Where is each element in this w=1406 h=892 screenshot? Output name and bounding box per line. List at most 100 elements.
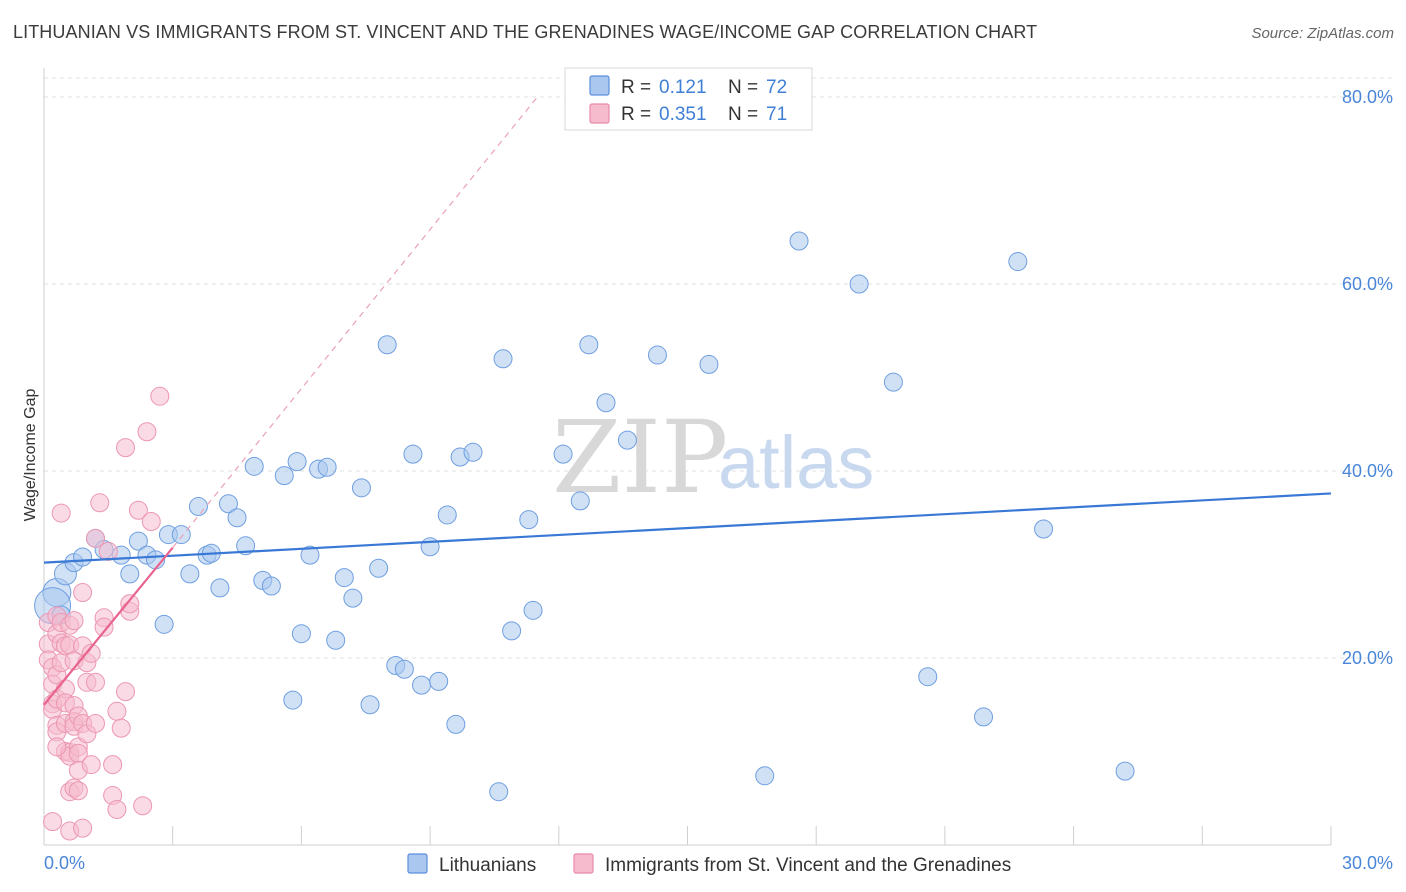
point-blue-28	[291, 624, 311, 644]
point-pink-41	[73, 818, 93, 838]
point-blue-13	[171, 525, 191, 545]
trend-lines	[43, 96, 1332, 706]
x-tick-labels: 0.0% 30.0%	[44, 853, 1393, 873]
point-blue-19	[218, 494, 238, 514]
series-legend: Lithuanians Immigrants from St. Vincent …	[407, 853, 1011, 876]
point-blue-55	[570, 491, 590, 511]
point-blue-52	[519, 510, 539, 530]
point-pink-58	[116, 682, 136, 702]
source-credit: Source: ZipAtlas.com	[1251, 25, 1394, 42]
x-tick-label-1: 30.0%	[1342, 853, 1393, 873]
point-blue-37	[369, 558, 389, 578]
point-blue-29	[300, 545, 320, 565]
point-pink-69	[111, 718, 131, 738]
point-blue-59	[647, 345, 667, 365]
chart-title: LITHUANIAN VS IMMIGRANTS FROM ST. VINCEN…	[13, 22, 1038, 42]
point-blue-62	[789, 231, 809, 251]
point-blue-67	[1008, 252, 1028, 272]
point-pink-48	[85, 713, 105, 733]
legend-r-label-pink: R =	[621, 104, 651, 125]
point-blue-8	[128, 531, 148, 551]
point-pink-70	[47, 737, 67, 757]
legend-swatch-pink	[589, 103, 610, 124]
point-blue-11	[154, 614, 174, 634]
point-blue-40	[394, 659, 414, 679]
y-tick-label-1: 40.0%	[1342, 461, 1393, 481]
point-blue-25	[274, 466, 294, 486]
point-pink-62	[133, 796, 153, 816]
point-blue-14	[180, 564, 200, 584]
point-pink-67	[81, 643, 101, 663]
point-blue-68	[1034, 519, 1054, 539]
y-tick-labels: 20.0% 40.0% 60.0% 80.0%	[1342, 87, 1393, 668]
point-blue-69	[1115, 761, 1135, 781]
point-pink-45	[81, 755, 101, 775]
point-pink-49	[90, 493, 110, 513]
legend-n-value-pink: 71	[766, 104, 787, 125]
point-pink-57	[116, 438, 136, 458]
point-blue-44	[429, 671, 449, 691]
point-pink-61	[128, 500, 148, 520]
point-pink-66	[43, 812, 63, 832]
point-blue-65	[918, 667, 938, 687]
point-blue-45	[437, 505, 457, 525]
point-blue-63	[849, 274, 869, 294]
point-blue-20	[227, 508, 247, 528]
point-pink-65	[150, 386, 170, 406]
point-blue-18	[210, 578, 230, 598]
point-blue-54	[553, 444, 573, 464]
axes	[43, 68, 1332, 846]
point-blue-41	[403, 444, 423, 464]
point-blue-61	[755, 766, 775, 786]
y-tick-label-2: 60.0%	[1342, 274, 1393, 294]
legend-r-value-pink: 0.351	[659, 104, 707, 125]
point-blue-21	[236, 536, 256, 556]
point-blue-49	[489, 782, 509, 802]
trend-line-extension-pink	[172, 96, 538, 549]
legend-r-label-blue: R =	[621, 77, 651, 98]
point-blue-33	[334, 568, 354, 588]
point-pink-63	[141, 511, 161, 531]
legend-n-label-pink: N =	[728, 104, 758, 125]
point-blue-32	[326, 630, 346, 650]
bottom-legend-immigrants: Immigrants from St. Vincent and the Gren…	[605, 855, 1011, 876]
y-axis-label: Wage/Income Gap	[22, 389, 39, 522]
stats-legend: R = 0.121 N = 72 R = 0.351 N = 71	[564, 67, 813, 131]
legend-r-value-blue: 0.121	[659, 77, 707, 98]
point-pink-46	[85, 528, 105, 548]
point-pink-28	[64, 611, 84, 631]
point-blue-7	[120, 564, 140, 584]
point-blue-60	[699, 354, 719, 374]
y-tick-label-3: 80.0%	[1342, 87, 1393, 107]
watermark: ZIP atlas	[552, 399, 874, 516]
legend-n-label-blue: N =	[728, 77, 758, 98]
point-blue-58	[617, 430, 637, 450]
point-blue-51	[502, 621, 522, 641]
point-blue-53	[523, 600, 543, 620]
bottom-legend-swatch-blue	[407, 853, 428, 874]
point-pink-64	[137, 422, 157, 442]
point-blue-36	[360, 695, 380, 715]
bottom-legend-swatch-pink	[573, 853, 594, 874]
point-blue-38	[377, 335, 397, 355]
point-pink-47	[85, 672, 105, 692]
legend-swatch-blue	[589, 75, 610, 96]
point-blue-22	[244, 456, 264, 476]
point-pink-68	[73, 583, 93, 603]
point-blue-57	[596, 393, 616, 413]
point-pink-52	[98, 541, 118, 561]
point-blue-34	[343, 588, 363, 608]
point-pink-15	[51, 503, 71, 523]
point-pink-54	[103, 755, 123, 775]
point-blue-26	[283, 690, 303, 710]
point-blue-31	[317, 457, 337, 477]
trend-line-pink	[43, 546, 174, 706]
watermark-atlas: atlas	[718, 421, 874, 504]
trend-line-blue	[43, 492, 1332, 564]
series-svg-immigrants	[38, 386, 170, 841]
series-lithuanians	[34, 231, 1135, 802]
point-blue-24	[261, 576, 281, 596]
point-blue-66	[974, 707, 994, 727]
point-pink-38	[68, 781, 88, 801]
